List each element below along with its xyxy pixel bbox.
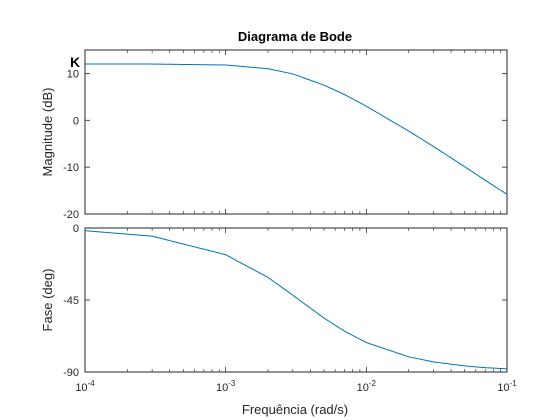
x-tick-base: 10 xyxy=(216,382,228,394)
phase-series-line xyxy=(84,230,508,370)
chart-title: Diagrama de Bode xyxy=(238,29,352,44)
y-tick-label: 0 xyxy=(73,115,79,127)
x-tick-label: 10-3 xyxy=(216,379,236,394)
x-tick-base: 10 xyxy=(75,382,87,394)
y-tick-label: -90 xyxy=(63,367,79,379)
magnitude-axes: 10 0 -10 -20 Magnitude (dB) K xyxy=(40,49,508,221)
x-tick-exponent: -4 xyxy=(88,379,96,388)
x-axis-label: Frequência (rad/s) xyxy=(242,402,348,417)
y-tick-label: -20 xyxy=(63,209,79,221)
x-tick-base: 10 xyxy=(357,382,369,394)
x-tick-exponent: -3 xyxy=(228,379,236,388)
x-tick-base: 10 xyxy=(497,382,509,394)
x-tick-label: 10-1 xyxy=(497,379,517,394)
phase-axes: 0 -45 -90 Fase (deg) xyxy=(40,223,508,379)
magnitude-series-line xyxy=(85,63,508,195)
k-annotation: K xyxy=(70,54,80,70)
x-tick-label: 10-4 xyxy=(75,379,95,394)
y-tick-label: -45 xyxy=(63,295,79,307)
x-tick-label: 10-2 xyxy=(357,379,377,394)
y-tick-label: -10 xyxy=(63,162,79,174)
y-tick-label: 10 xyxy=(67,68,79,80)
y-tick-label: 0 xyxy=(73,223,79,235)
magnitude-y-axis-label: Magnitude (dB) xyxy=(40,88,55,177)
x-tick-exponent: -2 xyxy=(369,379,377,388)
phase-plot-box xyxy=(84,227,508,373)
x-tick-exponent: -1 xyxy=(510,379,518,388)
magnitude-plot-box xyxy=(84,49,508,215)
phase-y-axis-label: Fase (deg) xyxy=(40,269,55,332)
